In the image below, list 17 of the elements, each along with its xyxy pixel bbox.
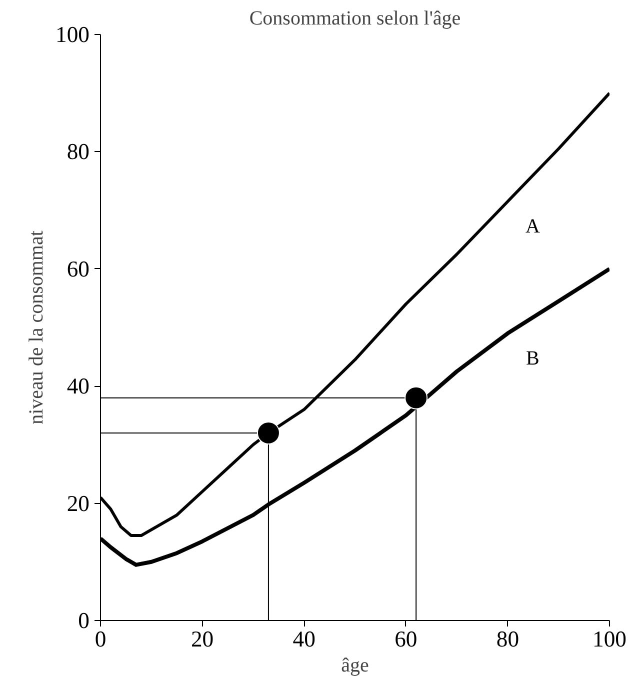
x-axis-title: âge [341, 654, 369, 676]
x-tick-label: 80 [496, 626, 520, 652]
y-tick-label: 20 [66, 490, 90, 516]
y-tick-label: 60 [66, 256, 90, 282]
x-tick-label: 60 [394, 626, 418, 652]
y-tick-label: 0 [78, 608, 90, 633]
x-tick-label: 20 [190, 626, 214, 652]
x-tick-label: 40 [292, 626, 316, 652]
y-tick-label: 80 [66, 139, 90, 164]
series-label: B [526, 347, 540, 370]
y-tick-label: 100 [56, 22, 90, 47]
y-tick-label: 40 [66, 374, 90, 399]
series-label: A [525, 216, 540, 238]
x-tick-label: 100 [592, 626, 626, 652]
chart-title: Consommation selon l'âge [249, 8, 461, 30]
x-tick-label: 0 [94, 626, 106, 652]
y-axis-title: niveau de la consommat [26, 230, 48, 424]
